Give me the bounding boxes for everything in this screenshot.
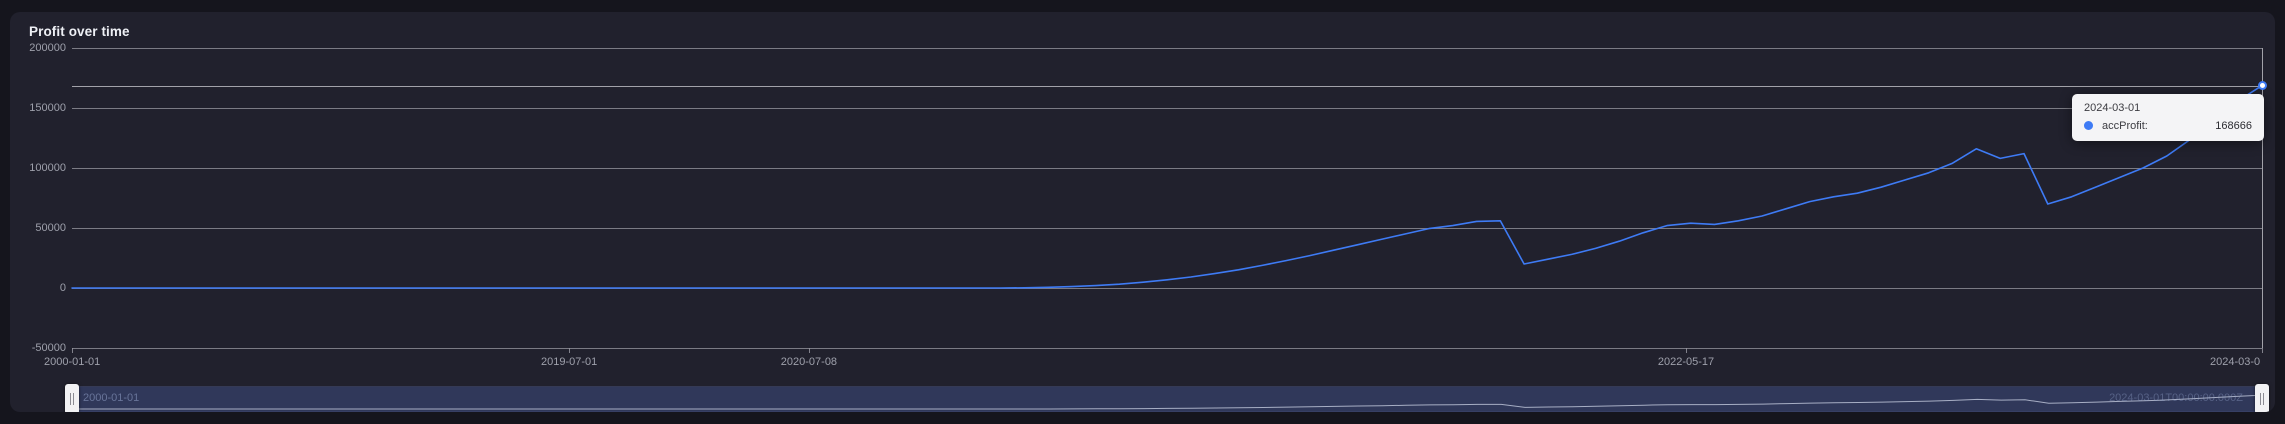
active-data-point[interactable]: [2257, 81, 2267, 91]
datazoom-left-label: 2000-01-01: [83, 392, 140, 404]
series-color-dot-icon: [2084, 121, 2093, 131]
datazoom-slider[interactable]: 2000-01-01 2024-03-01T00:00:00.000Z: [65, 384, 2269, 412]
datazoom-preview-series: [73, 394, 2263, 410]
datazoom-right-label: 2024-03-01T00:00:00.000Z: [2109, 392, 2243, 404]
y-axis-tick-label: 150000: [29, 102, 66, 114]
series-accprofit: [71, 84, 2263, 289]
plot-area[interactable]: 200000 150000 100000 50000 0 -50000 2000-01-0…: [10, 12, 2275, 412]
x-axis-tick-label: 2022-05-17: [1657, 356, 1715, 368]
x-axis-tick-label: 2019-07-01: [540, 356, 598, 368]
chart-tooltip: 2024-03-01 accProfit: 168666: [2072, 93, 2264, 141]
datazoom-handle-left[interactable]: [65, 384, 79, 412]
y-axis-tick-label: 200000: [29, 42, 66, 54]
y-axis-tick-label: -50000: [31, 342, 66, 354]
y-axis-tick-label: 100000: [29, 162, 66, 174]
crosshair-vertical: [2262, 48, 2263, 348]
crosshair-horizontal: [72, 86, 2262, 87]
x-axis-tick-label: 2020-07-08: [780, 356, 838, 368]
x-axis-tick-label: 2024-03-0: [2210, 356, 2261, 368]
chart-card: Profit over time 200000 150000 100000 50000…: [10, 12, 2275, 412]
tooltip-date: 2024-03-01: [2084, 101, 2141, 114]
x-axis-tick: [809, 348, 810, 353]
datazoom-selected-window[interactable]: [73, 387, 2261, 412]
gridline: [72, 48, 2262, 49]
x-axis-tick: [72, 348, 73, 353]
datazoom-track[interactable]: 2000-01-01 2024-03-01T00:00:00.000Z: [72, 386, 2263, 412]
tooltip-series-row: accProfit: 168666: [2084, 120, 2252, 132]
page-title: Profit over time: [29, 24, 130, 39]
tooltip-series-name: accProfit:: [2102, 119, 2148, 132]
gridline: [72, 108, 2262, 109]
gridline: [72, 228, 2262, 229]
x-axis-tick-label: 2000-01-01: [44, 356, 101, 368]
tooltip-series-value: 168666: [2215, 119, 2252, 132]
datazoom-handle-right[interactable]: [2255, 384, 2269, 412]
y-axis-tick-label: 50000: [35, 222, 66, 234]
y-axis-tick-label: 0: [59, 282, 66, 294]
x-axis-line: [72, 348, 2262, 349]
x-axis-tick: [569, 348, 570, 353]
gridline: [72, 288, 2262, 289]
x-axis-tick: [2262, 348, 2263, 353]
x-axis-tick: [1686, 348, 1687, 353]
gridline: [72, 168, 2262, 169]
